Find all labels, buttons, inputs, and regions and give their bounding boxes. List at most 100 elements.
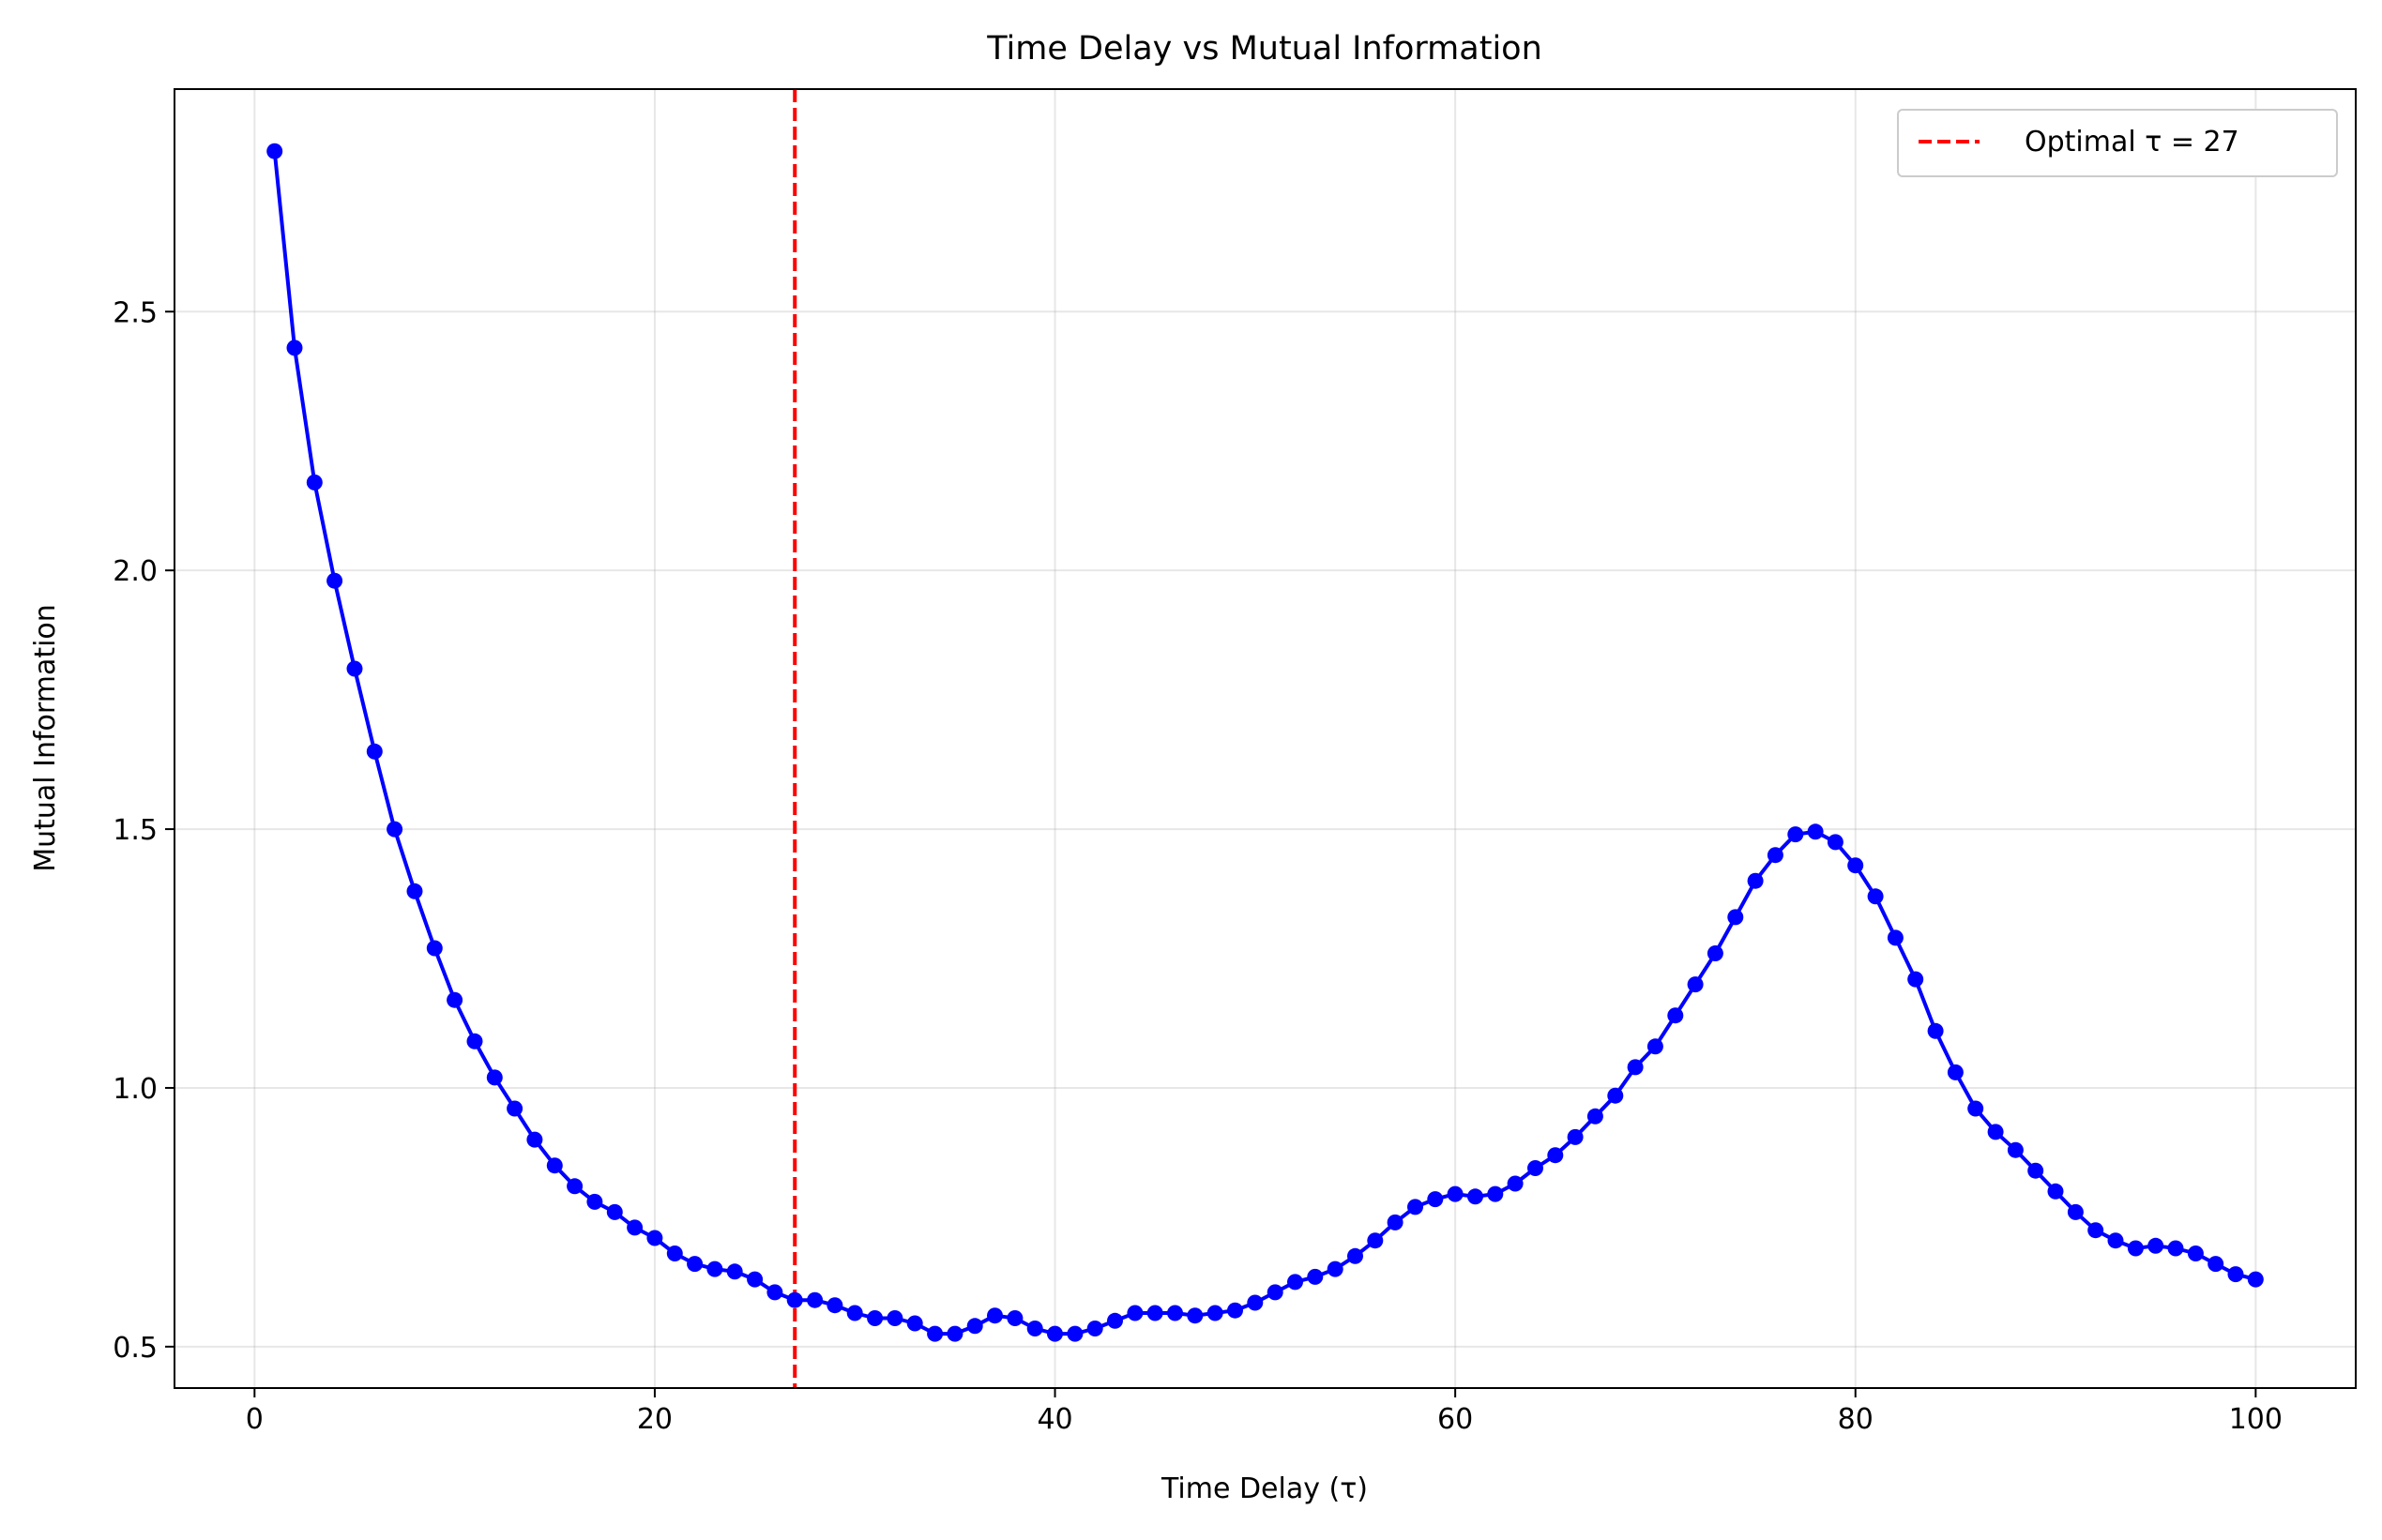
x-tick-label: 40 (1037, 1403, 1072, 1436)
data-point (1086, 1321, 1103, 1336)
data-point (2208, 1256, 2224, 1273)
chart-title: Time Delay vs Mutual Information (986, 30, 1542, 68)
x-tick-label: 20 (637, 1403, 673, 1436)
data-point (1607, 1087, 1624, 1104)
data-point (1807, 823, 1824, 840)
data-point (2227, 1266, 2244, 1283)
x-tick-label: 100 (2229, 1403, 2283, 1436)
data-point (1487, 1185, 1504, 1202)
data-point (1586, 1108, 1603, 1125)
data-point (406, 883, 423, 899)
data-point (1887, 929, 1904, 946)
data-point (966, 1318, 983, 1335)
data-point (486, 1069, 503, 1086)
data-point (606, 1203, 623, 1220)
y-tick-label: 0.5 (113, 1332, 158, 1365)
data-point (1067, 1325, 1084, 1342)
data-point (1107, 1312, 1123, 1329)
data-point (426, 940, 443, 957)
grid (174, 89, 2356, 1388)
data-point (1047, 1325, 1063, 1342)
data-point (1527, 1160, 1543, 1176)
data-point (2107, 1232, 2124, 1249)
data-point (1507, 1175, 1524, 1192)
data-point (1407, 1199, 1423, 1215)
series-line (272, 150, 2256, 1336)
data-point (466, 1033, 483, 1049)
data-point (827, 1297, 843, 1314)
x-axis-label: Time Delay (τ) (1161, 1472, 1368, 1505)
data-point (1547, 1147, 1564, 1164)
data-point (1247, 1294, 1264, 1311)
x-tick-label: 60 (1437, 1403, 1473, 1436)
data-point (2067, 1203, 2084, 1220)
data-point (1146, 1305, 1163, 1321)
x-tick-label: 0 (246, 1403, 264, 1436)
data-point (2127, 1240, 2144, 1257)
data-point (507, 1100, 523, 1117)
data-point (1026, 1321, 1043, 1336)
data-point (1367, 1232, 1384, 1249)
data-point (1847, 857, 1864, 874)
data-point (266, 143, 283, 159)
data-point (1387, 1214, 1403, 1230)
data-point (1707, 945, 1723, 961)
data-point (1767, 847, 1783, 864)
data-point (2187, 1246, 2204, 1261)
data-point (846, 1305, 863, 1321)
data-point (567, 1178, 584, 1195)
data-point (1967, 1100, 1984, 1117)
data-point (346, 660, 363, 677)
data-point (747, 1271, 764, 1288)
data-point (1947, 1064, 1964, 1080)
data-point (1667, 1007, 1684, 1024)
data-point (2247, 1271, 2264, 1288)
legend-box (1897, 109, 2338, 177)
data-point (1467, 1188, 1483, 1205)
data-point (1267, 1284, 1283, 1301)
data-point (586, 1193, 603, 1210)
data-point (666, 1246, 683, 1261)
data-point (627, 1219, 644, 1236)
data-point (1907, 971, 1924, 988)
data-point (387, 821, 403, 838)
data-point (1747, 872, 1764, 889)
data-point (1307, 1268, 1324, 1285)
data-point (867, 1310, 884, 1326)
data-point (1787, 826, 1804, 843)
data-point (326, 572, 343, 589)
y-tick-label: 1.5 (113, 814, 158, 847)
data-point (2047, 1183, 2064, 1200)
data-point (1687, 976, 1704, 993)
y-tick-label: 2.5 (113, 296, 158, 329)
data-point (1867, 888, 1884, 905)
data-point (1827, 834, 1843, 851)
data-point (1987, 1124, 2004, 1140)
data-point (1206, 1305, 1223, 1321)
y-tick-label: 2.0 (113, 555, 158, 588)
data-point (366, 743, 383, 760)
data-point (927, 1325, 944, 1342)
data-point (1447, 1185, 1464, 1202)
data-point (2027, 1162, 2044, 1179)
x-tick-label: 80 (1838, 1403, 1874, 1436)
legend: Optimal τ = 27 (1897, 109, 2338, 177)
data-point (1627, 1059, 1644, 1076)
data-point (2007, 1141, 2024, 1158)
data-point (286, 340, 303, 356)
data-point (1227, 1302, 1243, 1319)
data-point (1187, 1307, 1204, 1324)
data-point (726, 1263, 743, 1280)
plot-frame (174, 88, 2357, 1389)
data-point (1007, 1310, 1024, 1326)
data-point (2087, 1222, 2104, 1239)
data-point (687, 1256, 704, 1273)
data-point (1287, 1274, 1303, 1291)
data-point (786, 1291, 803, 1308)
data-point (766, 1284, 783, 1301)
data-point (306, 474, 323, 491)
data-point (447, 991, 463, 1008)
data-point (807, 1291, 824, 1308)
axes (174, 88, 2357, 1389)
